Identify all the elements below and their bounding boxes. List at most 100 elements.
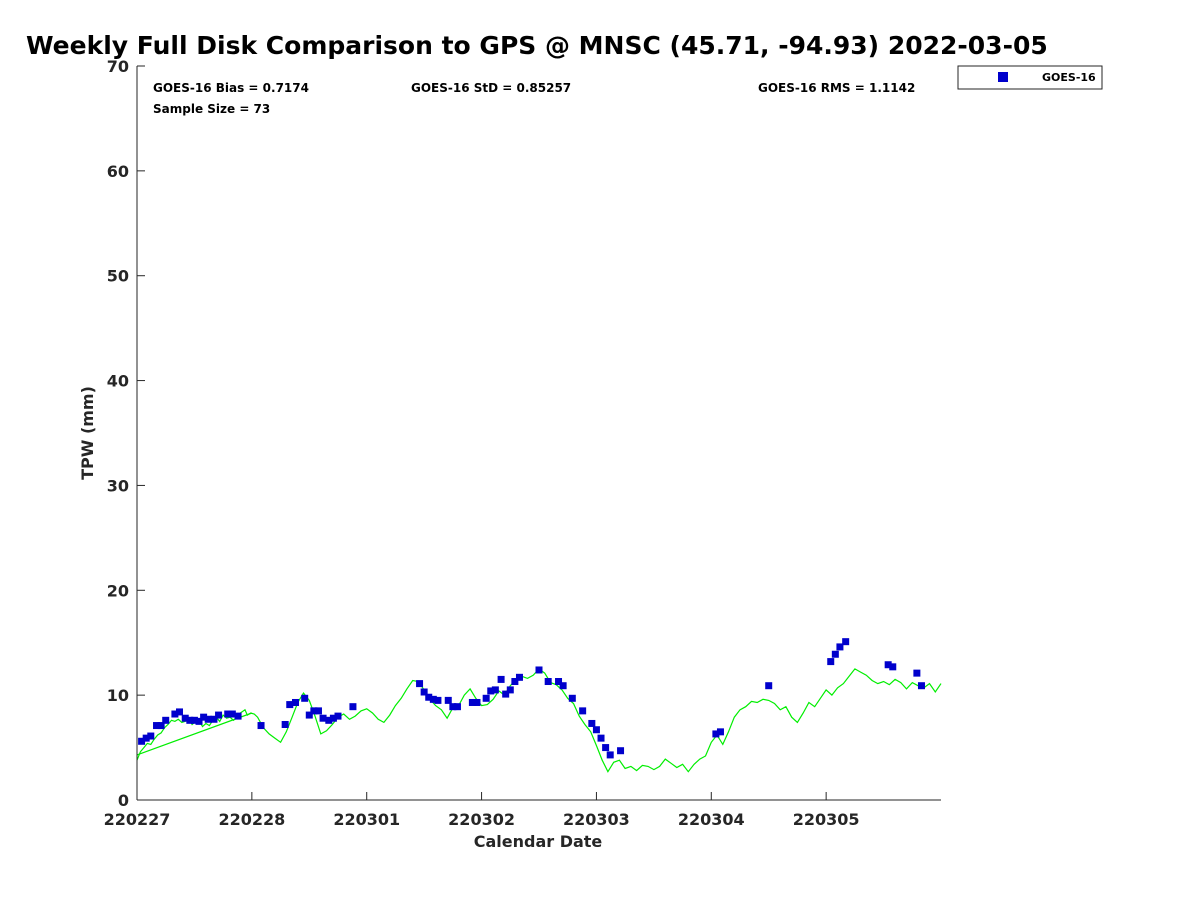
goes-16-point	[175, 708, 183, 716]
goes-16-point	[420, 688, 428, 696]
goes-16-point	[310, 707, 318, 715]
goes-16-point	[434, 696, 442, 704]
goes-16-point	[913, 669, 921, 677]
goes-16-point	[171, 710, 179, 718]
series-markers	[138, 638, 925, 759]
goes-16-point	[535, 666, 543, 674]
stat-bias: GOES-16 Bias = 0.7174	[153, 81, 309, 95]
legend-box	[957, 65, 1103, 90]
x-tick-label: 220303	[563, 810, 630, 829]
plot-area	[137, 66, 941, 800]
goes-16-point	[195, 717, 203, 725]
x-tick-label: 220301	[333, 810, 400, 829]
goes-16-point	[142, 734, 150, 742]
goes-16-point	[153, 722, 161, 730]
goes-16-point	[281, 721, 289, 729]
goes-16-point	[588, 719, 596, 727]
goes-16-point	[138, 737, 146, 745]
goes-16-point	[416, 680, 424, 688]
stat-rms: GOES-16 RMS = 1.1142	[758, 81, 915, 95]
goes-16-point	[597, 734, 605, 742]
x-tick-label: 220228	[218, 810, 285, 829]
goes-16-point	[568, 694, 576, 702]
y-tick-label: 0	[118, 791, 129, 810]
goes-16-point	[334, 712, 342, 720]
goes-16-point	[257, 722, 265, 730]
goes-16-point	[917, 682, 925, 690]
y-tick-label: 50	[107, 267, 129, 286]
goes-16-point	[602, 744, 610, 752]
y-tick-label: 70	[107, 57, 129, 76]
goes-16-point	[200, 713, 208, 721]
goes-16-point	[147, 732, 155, 740]
goes-16-point	[491, 686, 499, 694]
goes-16-point	[329, 714, 337, 722]
axes	[136, 66, 941, 801]
y-tick-label: 60	[107, 162, 129, 181]
goes-16-point	[831, 650, 839, 658]
goes-16-point	[889, 663, 897, 671]
goes-16-point	[765, 682, 773, 690]
goes-16-point	[482, 694, 490, 702]
goes-16-point	[497, 675, 505, 683]
gps-tpw-line	[136, 712, 253, 756]
goes-16-point	[314, 707, 322, 715]
x-axis-label: Calendar Date	[474, 832, 603, 851]
goes-16-point	[487, 687, 495, 695]
goes-16-point	[544, 678, 552, 686]
goes-16-point	[162, 716, 170, 724]
goes-16-point	[215, 711, 223, 719]
goes-16-point	[559, 682, 567, 690]
goes-16-point	[473, 698, 481, 706]
goes-16-point	[301, 694, 309, 702]
goes-16-point	[453, 703, 461, 711]
goes-16-point	[449, 703, 457, 711]
stat-std: GOES-16 StD = 0.85257	[411, 81, 571, 95]
goes-16-point	[617, 747, 625, 755]
goes-16-point	[712, 730, 720, 738]
goes-16-point	[511, 678, 519, 686]
goes-16-point	[836, 643, 844, 651]
goes-16-point	[555, 678, 563, 686]
goes-16-point	[425, 693, 433, 701]
goes-16-point	[515, 673, 523, 681]
goes-16-point	[181, 714, 189, 722]
goes-16-point	[228, 710, 236, 718]
legend: GOES-16	[957, 65, 1103, 90]
x-tick-label: 220227	[104, 810, 171, 829]
goes-16-point	[325, 716, 333, 724]
y-tick-label: 30	[107, 476, 129, 495]
goes-16-point	[606, 751, 614, 759]
x-tick-label: 220304	[678, 810, 745, 829]
goes-16-point	[292, 698, 300, 706]
goes-16-point	[157, 722, 165, 730]
y-ticks: 0 10 20 30 40 50 60 70	[107, 57, 145, 810]
x-tick-label: 220302	[448, 810, 515, 829]
goes-16-point	[842, 638, 850, 646]
goes-16-point	[204, 715, 212, 723]
goes-16-point	[884, 661, 892, 669]
legend-marker	[998, 72, 1008, 82]
goes-16-point	[234, 712, 242, 720]
goes-16-point	[502, 690, 510, 698]
goes-16-point	[286, 701, 294, 709]
goes-16-point	[349, 703, 357, 711]
goes-16-point	[186, 716, 194, 724]
y-tick-label: 10	[107, 686, 129, 705]
goes-16-point	[224, 710, 232, 718]
goes-16-point	[319, 714, 327, 722]
stat-sample-size: Sample Size = 73	[153, 102, 270, 116]
goes-16-point	[444, 696, 452, 704]
chart-title: Weekly Full Disk Comparison to GPS @ MNS…	[26, 31, 1048, 60]
goes-16-point	[468, 698, 476, 706]
y-tick-label: 20	[107, 581, 129, 600]
goes-16-point	[210, 715, 218, 723]
goes-16-point	[429, 695, 437, 703]
goes-16-point	[592, 726, 600, 734]
goes-16-point	[506, 686, 514, 694]
goes-16-point	[579, 707, 587, 715]
x-tick-label: 220305	[793, 810, 860, 829]
x-ticks: 220227 220228 220301 220302 220303 220304 2203…	[104, 792, 860, 829]
y-tick-label: 40	[107, 372, 129, 391]
